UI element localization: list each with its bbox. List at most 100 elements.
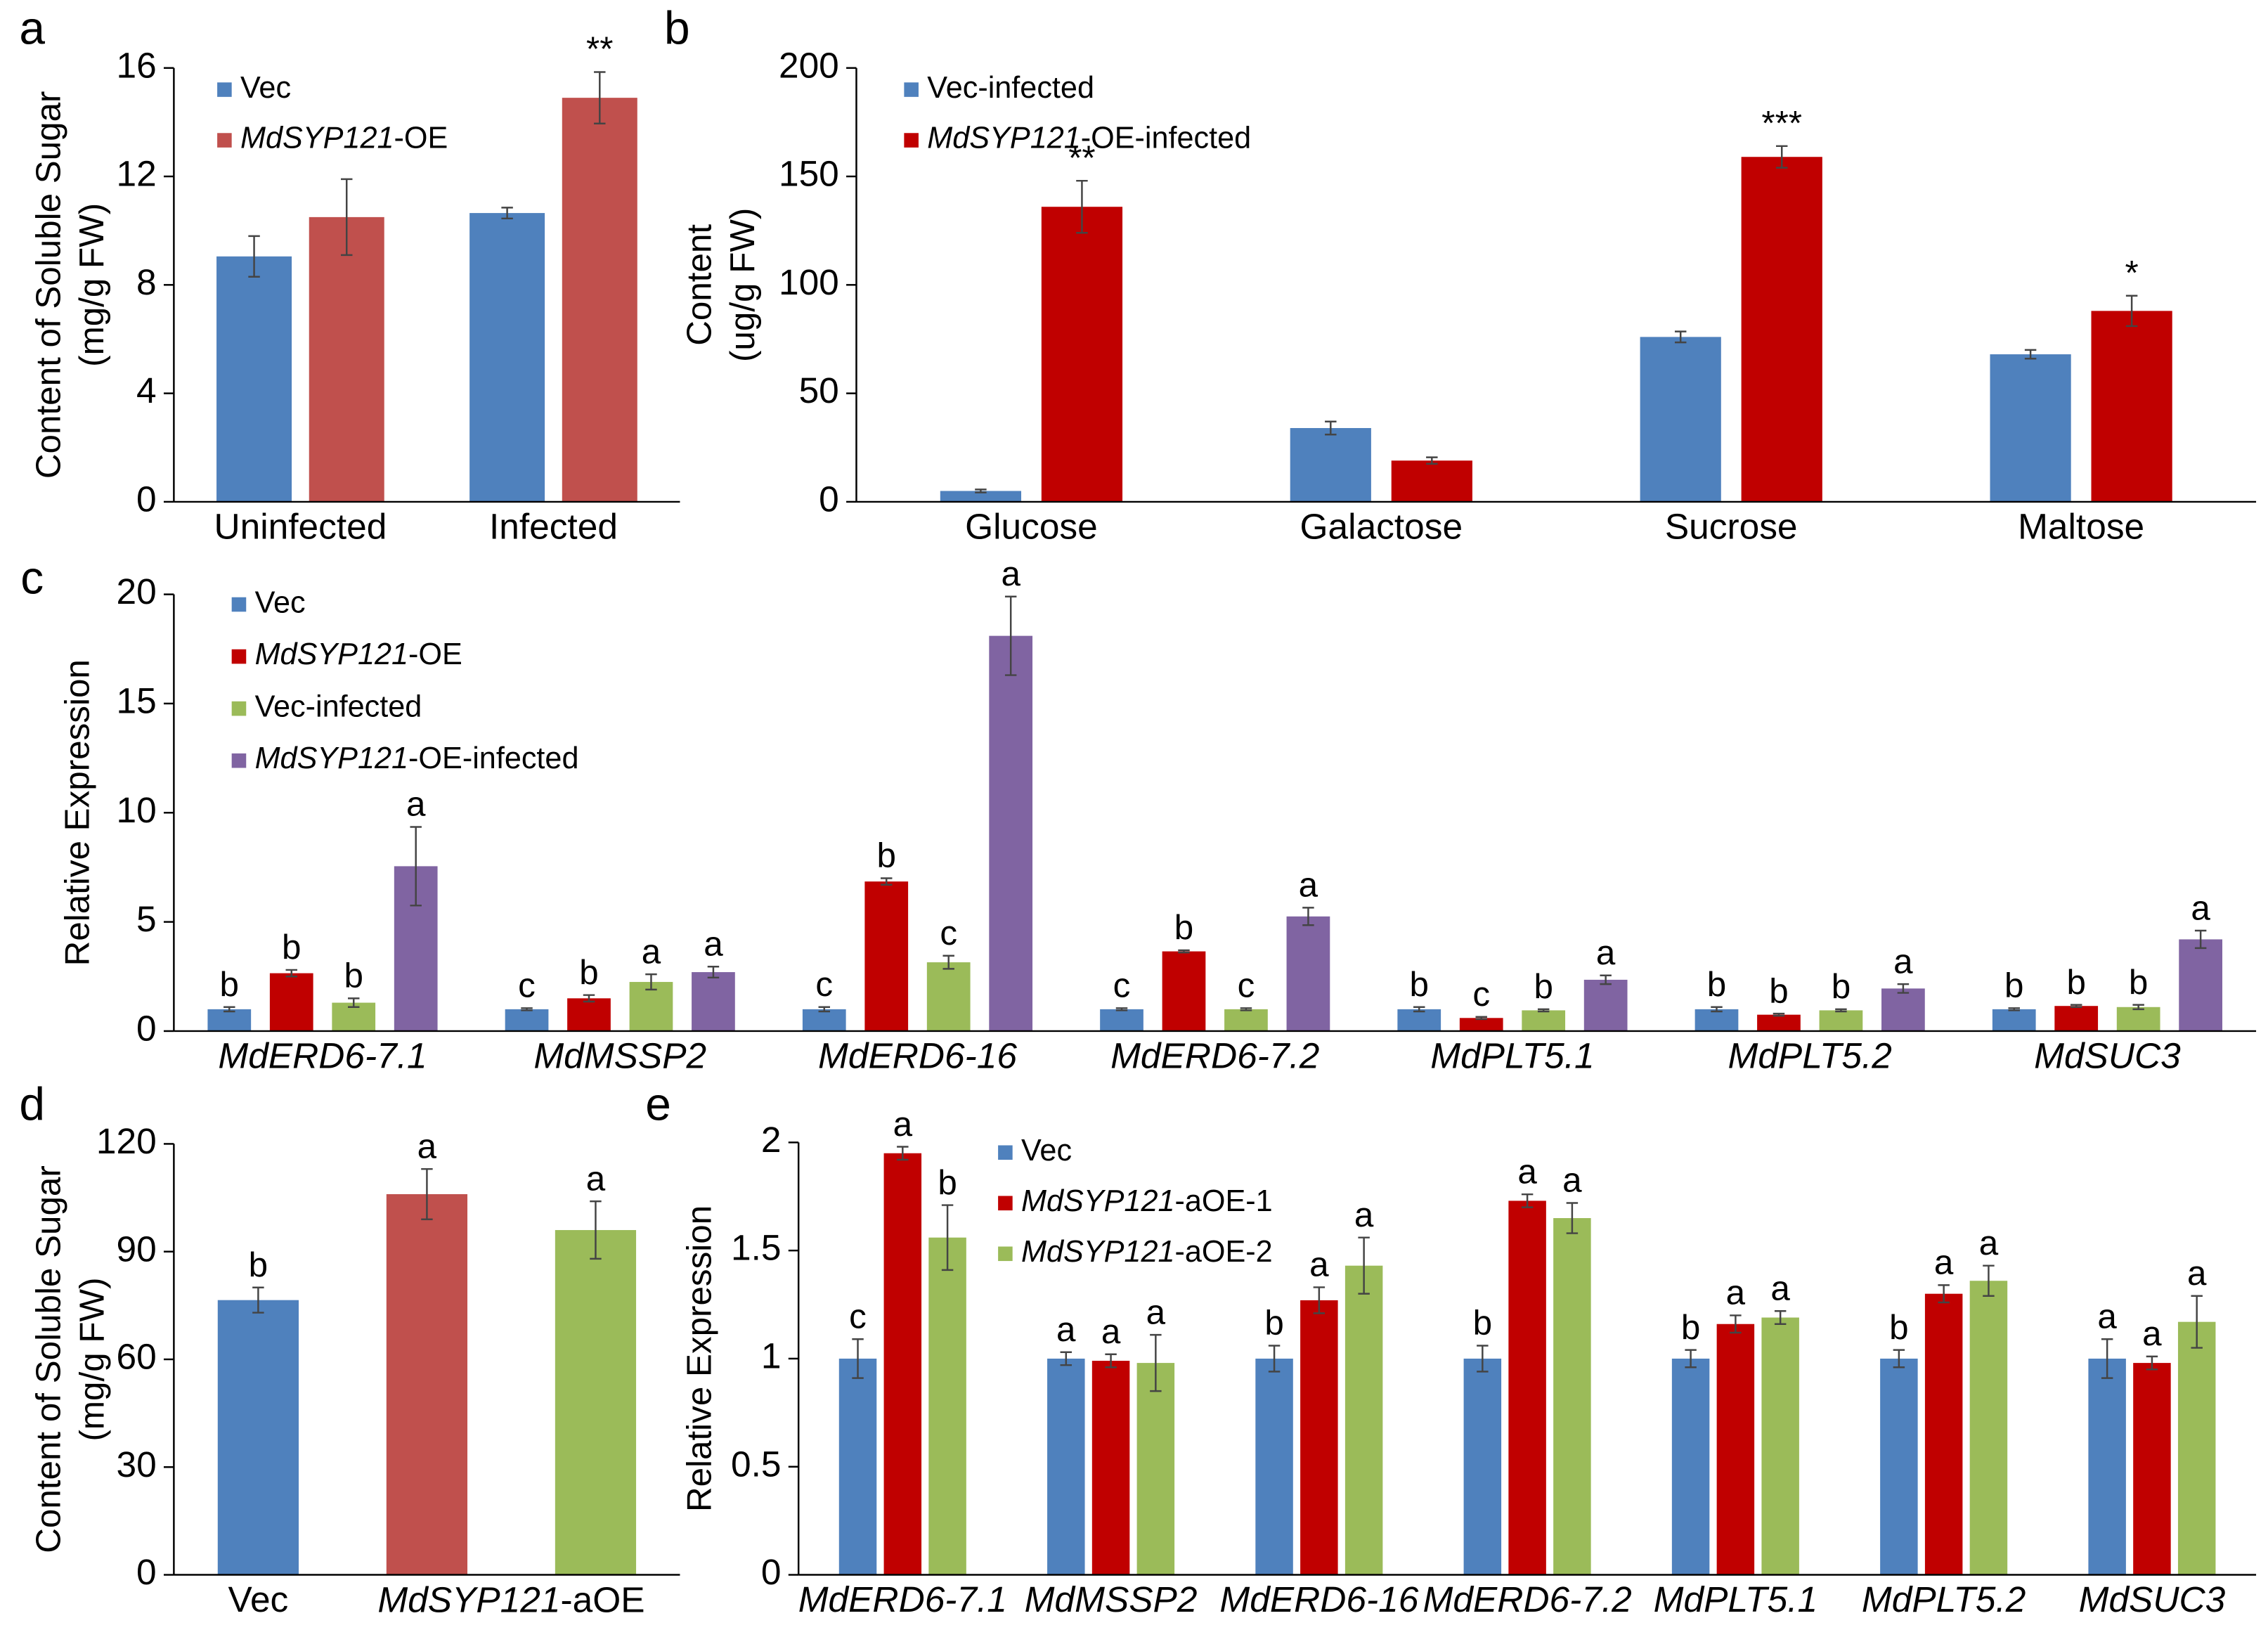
legend-swatch: [998, 1145, 1013, 1160]
significance-label: b: [1534, 967, 1553, 1006]
error-bar: [1060, 1351, 1073, 1366]
y-tick-label: 90: [116, 1228, 156, 1269]
bar: [1671, 1358, 1710, 1575]
x-tick-label: Uninfected: [214, 506, 387, 547]
error-bar: [1150, 1333, 1162, 1392]
significance-label: b: [1681, 1308, 1700, 1347]
bar: [1459, 1018, 1503, 1031]
significance-label: a: [1726, 1274, 1746, 1312]
bar: [989, 635, 1033, 1031]
significance-label: c: [849, 1298, 867, 1336]
significance-label: b: [1769, 971, 1788, 1010]
significance-label: b: [2066, 963, 2085, 1002]
x-tick-label: MdERD6-16: [1219, 1579, 1418, 1619]
x-tick-label: MdERD6-7.2: [1423, 1579, 1632, 1619]
y-axis-label: Relative Expression: [58, 659, 97, 966]
error-bar: [1674, 330, 1687, 344]
bar: [1091, 1361, 1130, 1575]
error-bar: [590, 1200, 602, 1260]
error-bar: [2132, 1004, 2144, 1011]
significance-label: b: [1707, 965, 1726, 1004]
error-bar: [2146, 1355, 2158, 1371]
bar: [1757, 1014, 1801, 1031]
significance-label: ***: [1761, 104, 1802, 143]
significance-label: c: [1238, 966, 1255, 1005]
significance-label: a: [1517, 1152, 1537, 1191]
bar: [1344, 1265, 1383, 1575]
significance-label: a: [2097, 1298, 2117, 1336]
significance-label: a: [1596, 933, 1616, 972]
bar: [1397, 1009, 1441, 1031]
error-bar: [2024, 349, 2037, 360]
error-bar: [1537, 1008, 1550, 1013]
bar: [883, 1153, 922, 1575]
bar: [555, 1230, 637, 1575]
x-tick-label: MdERD6-7.2: [1110, 1035, 1319, 1076]
bar: [1463, 1358, 1502, 1575]
significance-label: c: [815, 965, 833, 1004]
bar: [926, 962, 971, 1031]
legend-swatch: [231, 597, 247, 612]
significance-label: b: [1832, 967, 1851, 1006]
significance-label: b: [877, 836, 896, 875]
bar: [1553, 1218, 1591, 1575]
x-tick-label: MdMSSP2: [1025, 1579, 1198, 1619]
significance-label: **: [1068, 138, 1095, 177]
error-bar: [1477, 1345, 1489, 1373]
error-bar: [852, 1338, 864, 1379]
significance-label: a: [704, 925, 723, 964]
error-bar: [897, 1146, 909, 1161]
x-tick-label: Galactose: [1300, 506, 1463, 547]
y-tick-label: 1.5: [731, 1227, 781, 1268]
legend-label: Vec-infected: [255, 690, 422, 724]
bar: [1290, 427, 1371, 502]
significance-label: c: [940, 914, 957, 952]
y-tick-label: 0.5: [731, 1443, 781, 1484]
significance-label: a: [1893, 942, 1913, 981]
y-tick-label: 60: [116, 1336, 156, 1377]
significance-label: a: [1001, 555, 1020, 593]
error-bar: [1711, 1006, 1723, 1013]
bar: [1391, 460, 1472, 502]
significance-label: a: [1979, 1224, 1999, 1262]
y-tick-label: 2: [761, 1119, 782, 1160]
bar: [1880, 1358, 1918, 1575]
bar: [2091, 311, 2172, 502]
legend-label: MdSYP121-OE-infected: [927, 122, 1251, 155]
y-axis-label: (ug/g FW): [723, 208, 762, 362]
error-bar: [2125, 295, 2138, 328]
significance-label: a: [2187, 1254, 2207, 1293]
bar: [2088, 1358, 2126, 1575]
significance-label: b: [344, 957, 363, 995]
error-bar: [1475, 1016, 1487, 1021]
error-bar: [1685, 1349, 1697, 1369]
error-bar: [341, 178, 353, 257]
significance-label: a: [1309, 1245, 1329, 1284]
x-tick-label: MdMSSP2: [533, 1035, 706, 1076]
significance-label: a: [1146, 1293, 1166, 1331]
legend-label: MdSYP121-aOE-1: [1021, 1184, 1273, 1218]
y-tick-label: 100: [779, 261, 839, 302]
bar: [1694, 1009, 1739, 1031]
error-bar: [1413, 1006, 1425, 1013]
bar: [567, 998, 611, 1031]
bar: [838, 1358, 877, 1575]
error-bar: [2194, 929, 2207, 950]
error-bar: [1302, 907, 1314, 926]
error-bar: [1775, 145, 1788, 169]
error-bar: [1835, 1008, 1847, 1013]
significance-label: b: [2129, 963, 2148, 1002]
error-bar: [501, 207, 513, 220]
error-bar: [1897, 983, 1910, 994]
error-bar: [347, 997, 360, 1009]
significance-label: a: [2142, 1314, 2162, 1353]
error-bar: [421, 1167, 433, 1220]
legend-label: MdSYP121-OE: [255, 638, 462, 671]
bar: [562, 98, 637, 502]
error-bar: [1325, 420, 1337, 436]
error-bar: [1426, 456, 1438, 465]
significance-label: a: [1056, 1310, 1076, 1349]
x-tick-label: Infected: [489, 506, 618, 547]
bar: [1508, 1201, 1546, 1575]
panel-label: a: [19, 2, 45, 54]
